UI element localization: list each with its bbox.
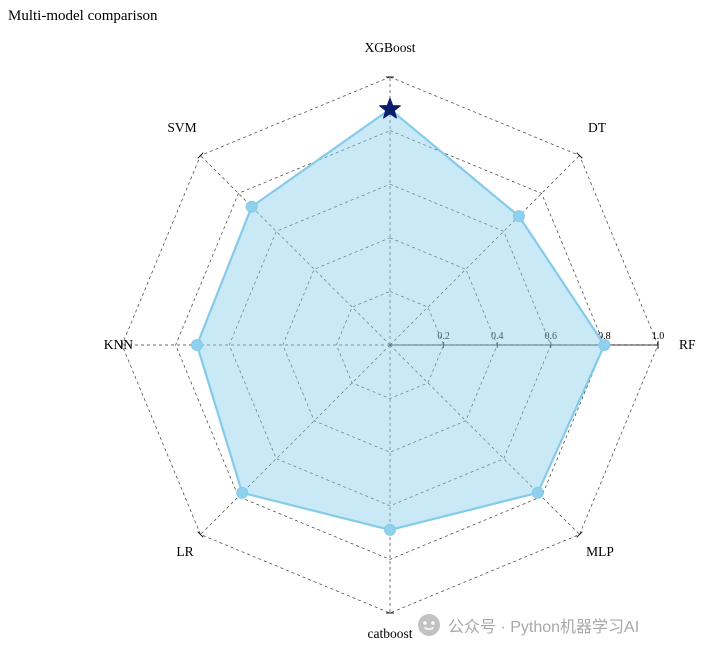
data-point-marker [236,486,249,499]
axis-spoke [200,155,391,346]
watermark: 公众号 · Python机器学习AI [418,613,639,637]
grid-ring [175,130,605,560]
best-model-star-icon [379,97,401,119]
axis-end-tick [197,152,204,159]
axis-label-xgboost: XGBoost [364,40,415,55]
axis-end-tick [576,152,583,159]
data-point-marker [531,486,544,499]
axis-label-dt: DT [588,120,607,135]
axis-label-lr: LR [176,544,193,559]
axis-label-rf: RF [679,337,696,352]
data-point-marker [512,210,525,223]
data-point-marker [191,339,203,351]
radial-tick-label: 0.6 [545,331,558,342]
data-point-marker [384,523,396,536]
chart-title: Multi-model comparison [8,8,158,24]
axis-spoke [389,155,580,346]
axis-label-svm: SVM [167,120,196,135]
axis-label-mlp: MLP [586,544,614,559]
radial-tick-label: 0.2 [437,331,450,342]
radial-tick-label: 0.4 [491,331,504,342]
radial-tick-label: 1.0 [652,331,665,342]
grid-ring [282,237,498,453]
data-point-marker [598,339,611,351]
grid-ring [228,183,552,507]
watermark-text: 公众号 · Python机器学习AI [448,619,640,636]
axis-spoke [389,344,580,535]
data-point-marker [245,200,258,213]
axis-end-tick [576,531,583,538]
radial-tick-label: 0.8 [598,331,611,342]
axis-spoke [200,344,391,535]
axis-label-knn: KNN [104,337,133,352]
watermark-logo-icon [418,614,440,636]
grid-ring [336,291,444,399]
axis-end-tick [197,531,204,538]
axis-label-catboost: catboost [368,626,413,641]
data-polygon [195,108,606,532]
